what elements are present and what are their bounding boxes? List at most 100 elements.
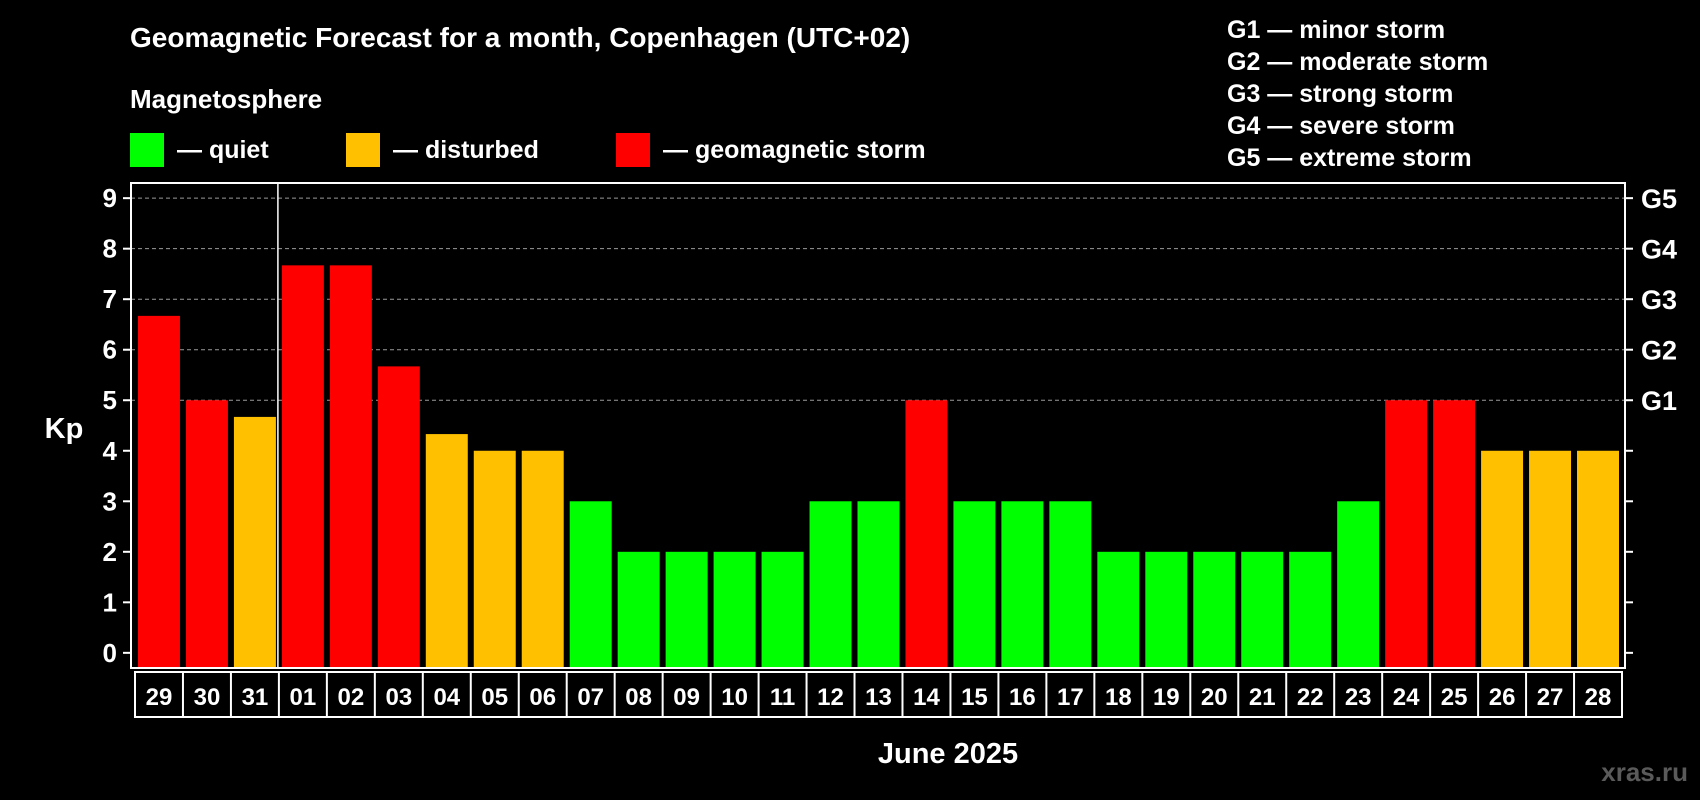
bar-day-24	[1385, 400, 1428, 667]
legend-swatch-disturbed	[346, 133, 380, 167]
x-tick-label-13: 13	[865, 684, 892, 711]
storm-scale-g2: G2 — moderate storm	[1227, 48, 1489, 76]
legend-label-disturbed: — disturbed	[393, 135, 539, 164]
legend-swatch-storm	[616, 133, 650, 167]
x-tick-label-25: 25	[1441, 684, 1468, 711]
bar-day-05	[473, 450, 516, 667]
x-tick-label-08: 08	[625, 684, 652, 711]
legend-item-quiet: — quiet	[130, 133, 269, 167]
y-axis-label: Kp	[45, 413, 84, 445]
bar-day-03	[377, 366, 420, 667]
bar-day-09	[665, 551, 708, 667]
x-tick-label-04: 04	[433, 684, 460, 711]
x-tick-label-27: 27	[1537, 684, 1564, 711]
bar-day-16	[1001, 501, 1044, 667]
x-axis-label: June 2025	[878, 738, 1018, 770]
y-tick-label-7: 7	[103, 284, 117, 314]
x-tick-label-15: 15	[961, 684, 988, 711]
x-tick-label-19: 19	[1153, 684, 1180, 711]
bar-day-12	[809, 501, 852, 667]
x-tick-label-06: 06	[529, 684, 556, 711]
bar-day-10	[713, 551, 756, 667]
bar-day-28	[1577, 450, 1619, 667]
x-tick-label-03: 03	[385, 684, 412, 711]
watermark: xras.ru	[1601, 757, 1688, 787]
storm-scale-g3: G3 — strong storm	[1227, 80, 1454, 108]
y-tick-label-3: 3	[103, 486, 117, 516]
storm-scale-g4: G4 — severe storm	[1227, 112, 1455, 140]
bar-day-02	[329, 265, 372, 667]
y-tick-label-9: 9	[103, 183, 117, 213]
x-tick-label-22: 22	[1297, 684, 1324, 711]
plot-frame	[130, 182, 1626, 669]
bar-day-20	[1193, 551, 1236, 667]
bar-day-04	[425, 434, 468, 667]
x-tick-label-18: 18	[1105, 684, 1132, 711]
x-tick-label-29: 29	[146, 684, 173, 711]
x-tick-label-17: 17	[1057, 684, 1084, 711]
x-tick-label-28: 28	[1585, 684, 1612, 711]
y-tick-label-4: 4	[103, 436, 118, 466]
bar-day-17	[1049, 501, 1092, 667]
bar-day-31	[233, 416, 276, 667]
date-row-frame	[134, 671, 1623, 718]
right-axis-label-g3: G3	[1641, 285, 1677, 315]
x-tick-label-09: 09	[673, 684, 700, 711]
x-tick-label-31: 31	[242, 684, 269, 711]
legend-label-storm: — geomagnetic storm	[663, 135, 926, 164]
right-axis-label-g4: G4	[1641, 235, 1677, 265]
bar-day-08	[617, 551, 660, 667]
storm-scale-legend: G1 — minor storm G2 — moderate storm G3 …	[1227, 14, 1488, 174]
bar-day-13	[857, 501, 900, 667]
x-tick-label-23: 23	[1345, 684, 1372, 711]
bar-day-06	[521, 450, 564, 667]
bar-day-30	[185, 400, 228, 667]
bar-day-27	[1529, 450, 1572, 667]
bar-day-15	[953, 501, 996, 667]
legend-item-storm: — geomagnetic storm	[616, 133, 926, 167]
x-tick-label-02: 02	[338, 684, 365, 711]
x-tick-label-24: 24	[1393, 684, 1420, 711]
y-tick-label-1: 1	[103, 587, 117, 617]
bar-day-19	[1145, 551, 1188, 667]
y-tick-label-6: 6	[103, 335, 117, 365]
bar-day-11	[761, 551, 804, 667]
bar-day-25	[1433, 400, 1476, 667]
bar-day-18	[1097, 551, 1140, 667]
bar-day-29	[138, 315, 180, 667]
y-tick-label-2: 2	[103, 537, 117, 567]
x-tick-label-11: 11	[770, 684, 795, 711]
right-axis-label-g2: G2	[1641, 336, 1677, 366]
legend-item-disturbed: — disturbed	[346, 133, 539, 167]
legend-swatch-quiet	[130, 133, 164, 167]
x-tick-label-05: 05	[481, 684, 508, 711]
y-tick-label-5: 5	[103, 385, 117, 415]
bar-day-14	[905, 400, 948, 667]
bar-day-26	[1481, 450, 1524, 667]
x-tick-label-14: 14	[913, 684, 940, 711]
bar-day-22	[1289, 551, 1332, 667]
bar-day-01	[281, 265, 324, 667]
right-axis-label-g5: G5	[1641, 184, 1677, 214]
x-tick-label-21: 21	[1249, 684, 1276, 711]
x-tick-label-16: 16	[1009, 684, 1036, 711]
legend-label-quiet: — quiet	[177, 135, 269, 164]
x-tick-label-20: 20	[1201, 684, 1228, 711]
y-tick-label-8: 8	[103, 234, 117, 264]
x-tick-label-07: 07	[577, 684, 604, 711]
chart-title: Geomagnetic Forecast for a month, Copenh…	[130, 22, 911, 53]
x-tick-label-26: 26	[1489, 684, 1516, 711]
right-axis-label-g1: G1	[1641, 386, 1677, 416]
x-tick-label-10: 10	[721, 684, 748, 711]
bar-day-07	[569, 501, 612, 667]
storm-scale-g5: G5 — extreme storm	[1227, 144, 1472, 172]
legend-title: Magnetosphere	[130, 84, 323, 114]
x-tick-label-30: 30	[194, 684, 221, 711]
x-tick-label-12: 12	[817, 684, 844, 711]
bar-day-23	[1337, 501, 1380, 667]
x-tick-label-01: 01	[290, 684, 317, 711]
y-tick-label-0: 0	[103, 638, 117, 668]
bar-day-21	[1241, 551, 1284, 667]
storm-scale-g1: G1 — minor storm	[1227, 16, 1446, 44]
